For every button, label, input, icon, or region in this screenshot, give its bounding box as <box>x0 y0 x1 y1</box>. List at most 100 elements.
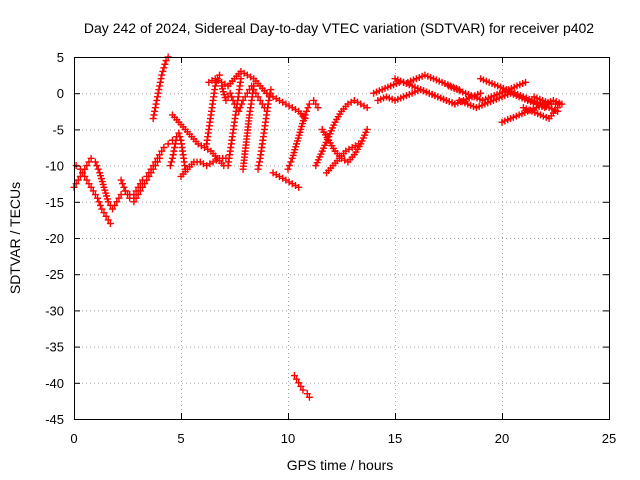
data-point <box>287 158 295 166</box>
data-point <box>285 162 293 170</box>
data-point <box>267 86 275 94</box>
x-tick-label: 25 <box>602 431 616 446</box>
data-point <box>151 107 159 115</box>
data-point <box>256 96 264 104</box>
data-point <box>355 140 363 148</box>
data-point <box>176 133 184 141</box>
data-point <box>290 372 298 380</box>
data-point <box>222 96 230 104</box>
data-point <box>226 89 234 97</box>
data-point <box>89 187 97 195</box>
data-point <box>160 64 168 72</box>
series-arc-q <box>284 96 322 173</box>
data-point <box>301 111 309 119</box>
data-point <box>258 100 266 108</box>
data-point <box>130 198 138 206</box>
data-point <box>295 183 303 191</box>
data-point <box>363 104 371 112</box>
data-point <box>255 158 263 166</box>
series-arc-aa <box>477 75 562 115</box>
data-point <box>119 180 127 188</box>
data-point <box>149 162 157 170</box>
data-point <box>138 176 146 184</box>
series-arc-s <box>312 96 371 170</box>
data-point <box>169 151 177 159</box>
data-point <box>293 375 301 383</box>
data-point <box>95 198 103 206</box>
data-point <box>100 209 108 217</box>
data-point <box>151 104 159 112</box>
data-point <box>109 205 117 213</box>
data-point <box>157 75 165 83</box>
data-point <box>149 115 157 123</box>
y-tick-label: -20 <box>45 231 64 246</box>
data-point <box>104 216 112 224</box>
data-point <box>85 158 93 166</box>
data-point <box>150 111 158 119</box>
data-point <box>265 96 273 104</box>
data-point <box>91 191 99 199</box>
data-point <box>74 176 82 184</box>
series-arc-x <box>391 75 485 108</box>
grid <box>74 57 609 419</box>
data-point <box>120 183 128 191</box>
data-point <box>156 151 164 159</box>
data-point <box>156 82 164 90</box>
data-point <box>171 140 179 148</box>
y-tick-label: -40 <box>45 376 64 391</box>
data-point <box>151 158 159 166</box>
data-point <box>554 104 562 112</box>
data-point <box>83 176 91 184</box>
data-point <box>284 165 292 173</box>
data-point <box>113 198 121 206</box>
x-tick-label: 5 <box>177 431 184 446</box>
series-arc-ab <box>498 96 566 126</box>
data-point <box>304 104 312 112</box>
data-point <box>164 140 172 148</box>
data-point <box>132 187 140 195</box>
y-tick-label: -35 <box>45 340 64 355</box>
data-point <box>106 220 114 228</box>
data-point <box>170 147 178 155</box>
y-tick-label: -15 <box>45 195 64 210</box>
data-point <box>81 172 89 180</box>
data-point <box>98 205 106 213</box>
data-point <box>162 57 170 65</box>
data-point <box>171 144 179 151</box>
data-point <box>255 162 263 170</box>
series-arc-v <box>370 71 463 97</box>
data-point <box>111 201 119 209</box>
series-arc-e <box>149 53 172 123</box>
data-point <box>303 390 311 398</box>
data-point <box>310 96 318 104</box>
data-point <box>159 67 167 75</box>
x-axis-title: GPS time / hours <box>287 457 394 473</box>
data-point <box>237 75 245 83</box>
series-arc-m <box>239 82 258 173</box>
data-point <box>161 60 169 68</box>
y-axis-title: SDTVAR / TECUs <box>7 182 23 294</box>
data-point <box>124 191 131 199</box>
data-point <box>153 96 161 104</box>
data-point <box>158 147 166 155</box>
series-arc-u <box>323 140 363 177</box>
chart-title: Day 242 of 2024, Sidereal Day-to-day VTE… <box>84 20 594 36</box>
data-point <box>117 176 125 184</box>
x-tick-label: 15 <box>388 431 402 446</box>
data-point <box>363 125 371 133</box>
data-point <box>85 180 93 188</box>
data-point <box>153 93 161 101</box>
data-point <box>297 382 305 390</box>
data-point <box>121 187 129 195</box>
data-point <box>153 154 161 162</box>
data-point <box>130 191 138 199</box>
series-arc-f <box>166 129 189 173</box>
y-tick-label: -10 <box>45 159 64 174</box>
data-point <box>166 162 174 170</box>
data-point <box>117 191 125 199</box>
x-tick-label: 10 <box>281 431 295 446</box>
data-point <box>254 165 262 173</box>
data-point <box>102 212 110 220</box>
series-arc-r <box>290 372 313 401</box>
